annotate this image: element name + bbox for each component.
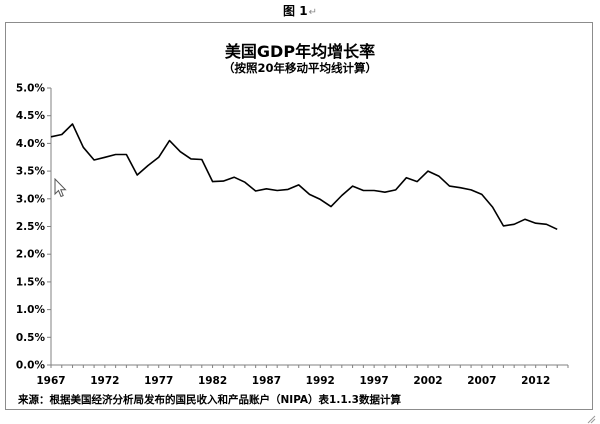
chart-frame — [5, 22, 593, 410]
source-note: 来源：根据美国经济分析局发布的国民收入和产品账户（NIPA）表1.1.3数据计算 — [18, 394, 401, 406]
y-tick-label: 3.5% — [16, 166, 46, 178]
figure-caption-text: 图 1 — [283, 4, 308, 18]
x-tick-label: 1977 — [144, 375, 173, 387]
y-tick-label: 0.5% — [16, 332, 46, 344]
resize-handle-icon[interactable] — [586, 414, 596, 424]
y-tick-label: 2.5% — [16, 221, 46, 233]
y-tick-label: 5.0% — [16, 83, 46, 95]
return-mark: ↵ — [308, 7, 317, 18]
series-line — [50, 123, 558, 231]
x-tick-label: 2007 — [467, 375, 496, 387]
chart-axes — [50, 88, 568, 366]
x-tick-label: 1997 — [360, 375, 389, 387]
figure-caption: 图 1↵ — [0, 2, 600, 19]
x-tick-label: 1992 — [306, 375, 335, 387]
y-tick-label: 4.5% — [16, 110, 46, 122]
y-tick-label: 1.5% — [16, 276, 46, 288]
x-tick-label: 2012 — [521, 375, 550, 387]
y-tick-label: 0.0% — [16, 360, 46, 372]
x-tick-label: 1972 — [90, 375, 119, 387]
y-tick-label: 3.0% — [16, 193, 46, 205]
chart-title: 美国GDP年均增长率 — [224, 42, 376, 61]
x-tick-label: 1982 — [198, 375, 227, 387]
y-tick-label: 2.0% — [16, 249, 46, 261]
x-axis-ticks: 1967 1972 1977 1982 1987 1992 1997 2002 2007 2012 — [36, 365, 569, 387]
chart-subtitle: （按照20年移动平均线计算） — [222, 61, 377, 75]
series-layer — [50, 123, 558, 231]
x-tick-label: 1967 — [36, 375, 65, 387]
y-tick-label: 1.0% — [16, 304, 46, 316]
mouse-pointer-icon — [54, 178, 67, 198]
x-tick-label: 1987 — [252, 375, 281, 387]
y-axis-ticks: 0.0% 0.5% 1.0% 1.5% 2.0% 2.5% 3.0% 3.5% 4.0% 4.5%… — [16, 83, 51, 372]
y-tick-label: 4.0% — [16, 138, 46, 150]
x-tick-label: 2002 — [413, 375, 442, 387]
